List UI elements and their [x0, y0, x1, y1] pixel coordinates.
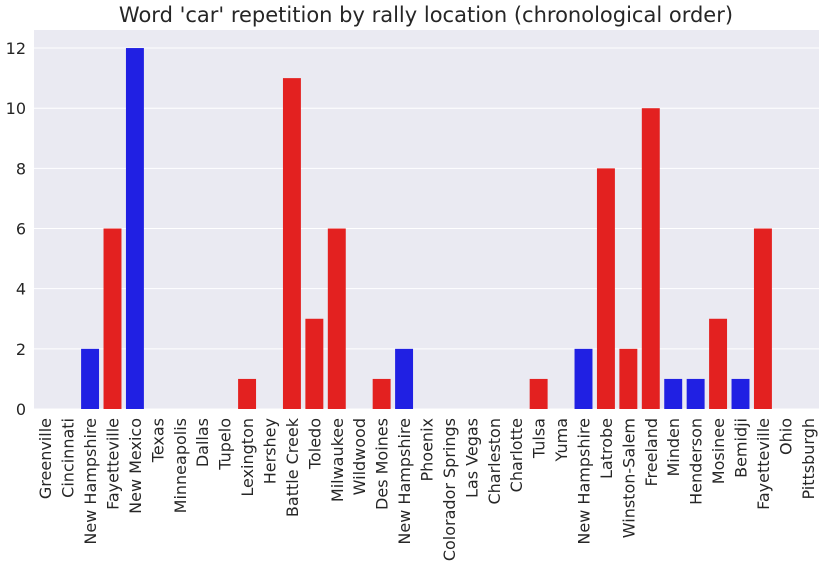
bar [103, 228, 122, 409]
bar [619, 348, 638, 409]
x-tick-label: New Hampshire [395, 418, 414, 545]
x-tick-label: Cincinnati [59, 418, 78, 498]
y-tick-label: 10 [6, 99, 26, 118]
bar [395, 348, 414, 409]
x-tick-label: Bemidji [732, 418, 751, 478]
x-tick-label: Lexington [238, 418, 257, 497]
bars [81, 48, 772, 410]
x-tick-labels: Greenville Cincinnati New Hampshire Fayette… [36, 417, 818, 561]
y-tick-label: 12 [6, 39, 26, 58]
y-tick-label: 4 [16, 280, 26, 299]
x-tick-label: New Hampshire [81, 418, 100, 545]
bar [686, 378, 705, 409]
y-tick-label: 0 [16, 400, 26, 419]
x-tick-label: New Hampshire [575, 418, 594, 545]
x-tick-label: Fayetteville [754, 418, 773, 510]
x-tick-label: Henderson [687, 418, 706, 505]
bar [664, 378, 683, 409]
x-tick-label: Winston-Salem [619, 418, 638, 538]
x-tick-label: Dallas [193, 418, 212, 467]
x-tick-label: Charlotte [507, 418, 526, 492]
x-tick-label: Hershey [261, 418, 280, 484]
x-tick-label: Phoenix [418, 418, 437, 481]
bar [238, 378, 257, 409]
x-tick-label: Minneapolis [171, 418, 190, 513]
y-tick-labels: 0 2 4 6 8 10 12 [6, 39, 26, 419]
bar [125, 48, 144, 410]
bar [282, 78, 301, 409]
x-tick-label: Las Vegas [462, 418, 481, 498]
x-tick-label: Fayetteville [104, 418, 123, 510]
x-tick-label: New Mexico [126, 418, 145, 514]
x-tick-label: Greenville [36, 418, 55, 499]
x-tick-label: Battle Creek [283, 417, 302, 517]
x-tick-label: Toledo [305, 418, 324, 470]
bar [305, 318, 324, 409]
x-tick-label: Colorador Springs [440, 418, 459, 561]
x-tick-label: Des Moines [373, 418, 392, 510]
bar [709, 318, 728, 409]
y-tick-label: 8 [16, 159, 26, 178]
plot-background [34, 30, 819, 409]
y-tick-label: 2 [16, 340, 26, 359]
x-tick-label: Charleston [485, 418, 504, 505]
x-tick-label: Wildwood [350, 418, 369, 495]
bar [641, 108, 660, 409]
x-tick-label: Tupelo [216, 418, 235, 471]
bar [529, 378, 548, 409]
x-tick-label: Yuma [552, 418, 571, 462]
bar [753, 228, 772, 409]
x-tick-label: Minden [664, 418, 683, 477]
x-tick-label: Ohio [776, 418, 795, 455]
bar [574, 348, 593, 409]
x-tick-label: Latrobe [597, 418, 616, 479]
x-tick-label: Pittsburgh [799, 418, 818, 500]
x-tick-label: Texas [148, 418, 167, 463]
x-tick-label: Tulsa [530, 418, 549, 459]
bar [596, 168, 615, 409]
x-tick-label: Mosinee [709, 418, 728, 484]
bar [81, 348, 100, 409]
bar [327, 228, 346, 409]
bar [372, 378, 391, 409]
y-tick-label: 6 [16, 220, 26, 239]
bar [731, 378, 750, 409]
grid-lines [34, 47, 819, 410]
x-tick-label: Freeland [642, 418, 661, 487]
chart-title: Word 'car' repetition by rally location … [119, 3, 733, 27]
x-tick-label: Milwaukee [328, 418, 347, 502]
